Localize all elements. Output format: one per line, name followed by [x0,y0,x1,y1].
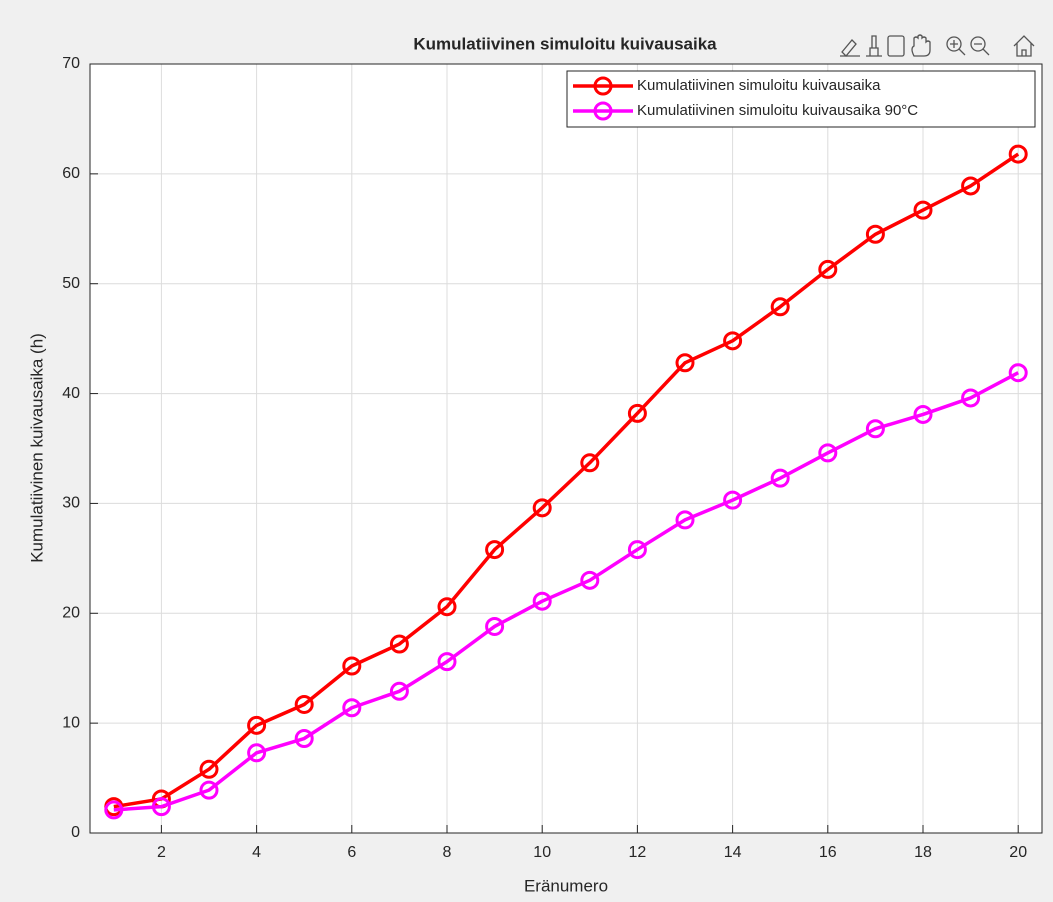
legend-marker [593,76,613,96]
toolbar [840,34,1035,57]
marker [247,743,267,763]
marker [913,200,933,220]
marker [818,259,838,279]
marker [580,570,600,590]
legend-marker [593,101,613,121]
marker [389,634,409,654]
toolbar-icon[interactable] [1013,35,1035,57]
y-tick-label: 0 [71,824,80,841]
y-tick-label: 60 [62,165,80,182]
marker [770,468,790,488]
x-axis-label: Eränumero [524,876,608,895]
marker [865,419,885,439]
legend-box [566,70,1036,128]
marker [627,540,647,560]
marker [675,353,695,373]
legend-label: Kumulatiivinen simuloitu kuivausaika 90°… [637,102,918,119]
marker [723,490,743,510]
marker [342,698,362,718]
y-tick-label: 40 [62,385,80,402]
y-tick-label: 30 [62,495,80,512]
x-tick-label: 12 [629,844,647,861]
marker [532,591,552,611]
marker [342,656,362,676]
x-tick-label: 10 [533,844,551,861]
marker [485,616,505,636]
marker [865,224,885,244]
x-tick-label: 2 [157,844,166,861]
marker [675,510,695,530]
legend-label: Kumulatiivinen simuloitu kuivausaika [637,77,881,94]
x-tick-label: 4 [252,844,261,861]
marker [247,715,267,735]
toolbar-icon[interactable] [974,43,990,56]
marker [485,540,505,560]
toolbar-icon[interactable] [970,36,986,52]
y-tick-label: 50 [62,275,80,292]
marker [1008,144,1028,164]
marker [437,597,457,617]
marker [199,759,219,779]
marker [104,800,124,820]
marker [1008,363,1028,383]
toolbar-icon[interactable] [866,35,882,57]
toolbar-icon[interactable] [887,35,905,57]
y-tick-label: 20 [62,605,80,622]
marker [961,388,981,408]
x-tick-label: 14 [724,844,742,861]
marker [627,403,647,423]
marker [437,652,457,672]
x-tick-label: 20 [1009,844,1027,861]
marker [961,176,981,196]
marker [913,404,933,424]
x-tick-label: 16 [819,844,837,861]
x-tick-label: 6 [347,844,356,861]
axes-box [89,63,1043,834]
marker [770,297,790,317]
x-tick-label: 18 [914,844,932,861]
x-tick-label: 8 [443,844,452,861]
marker [294,729,314,749]
marker [818,443,838,463]
marker [580,453,600,473]
marker [294,694,314,714]
marker [199,780,219,800]
marker [532,498,552,518]
marker [151,797,171,817]
y-axis-label: Kumulatiivinen kuivausaika (h) [27,333,46,563]
y-tick-label: 70 [62,55,80,72]
toolbar-icon[interactable] [911,34,931,57]
plot-area [90,64,1042,833]
marker [723,331,743,351]
toolbar-icon[interactable] [950,40,966,56]
y-tick-label: 10 [62,714,80,731]
toolbar-icon[interactable] [946,36,962,52]
marker [389,681,409,701]
toolbar-icon[interactable] [840,39,860,57]
chart-title: Kumulatiivinen simuloitu kuivausaika [413,34,717,53]
